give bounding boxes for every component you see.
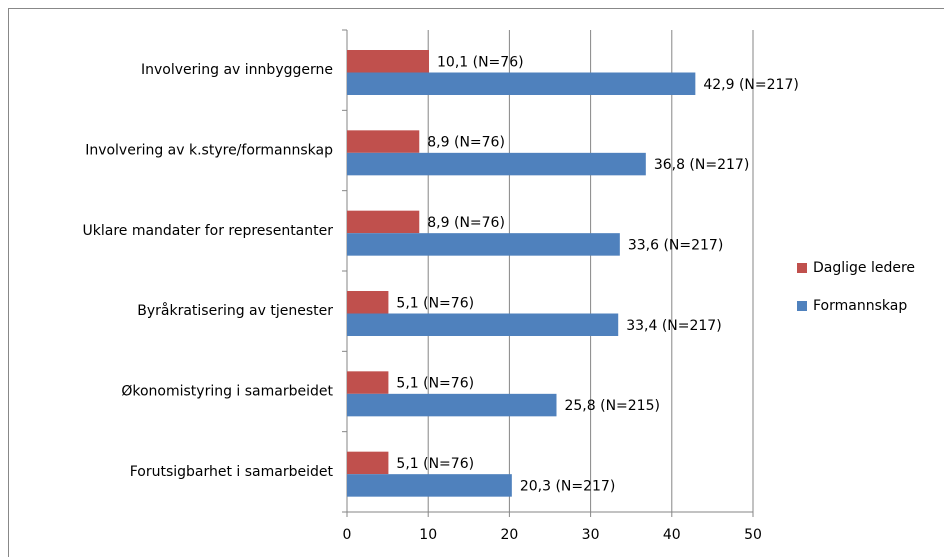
legend-label: Daglige ledere: [813, 260, 915, 276]
y-tick-label: Involvering av innbyggerne: [141, 62, 333, 78]
bar: [347, 313, 619, 336]
bar: [347, 210, 420, 234]
bar: [347, 393, 557, 417]
legend-swatch: [797, 263, 807, 273]
bar: [347, 50, 430, 73]
legend-label: Formannskap: [813, 298, 907, 314]
x-tick-label: 10: [419, 527, 437, 543]
bar: [347, 371, 389, 394]
bar: [347, 291, 389, 314]
y-tick-label: Involvering av k.styre/formannskap: [85, 143, 333, 159]
data-label: 5,1 (N=76): [396, 376, 474, 392]
x-tick-label: 50: [744, 527, 762, 543]
x-tick-label: 40: [663, 527, 681, 543]
data-label: 33,4 (N=217): [626, 318, 721, 334]
x-tick-label: 30: [582, 527, 600, 543]
data-label: 25,8 (N=215): [564, 398, 659, 414]
data-label: 10,1 (N=76): [437, 54, 524, 70]
bar: [347, 451, 389, 475]
bar: [347, 152, 646, 176]
y-tick-label: Økonomistyring i samarbeidet: [121, 384, 333, 400]
legend-swatch: [797, 301, 807, 311]
y-tick-label: Uklare mandater for representanter: [83, 223, 334, 239]
bar: [347, 233, 620, 256]
data-label: 20,3 (N=217): [520, 478, 615, 494]
data-label: 5,1 (N=76): [396, 456, 474, 472]
data-label: 42,9 (N=217): [703, 77, 798, 93]
x-tick-label: 0: [343, 527, 352, 543]
bar: [347, 474, 512, 497]
data-label: 33,6 (N=217): [628, 237, 723, 253]
data-label: 8,9 (N=76): [427, 135, 505, 151]
data-label: 36,8 (N=217): [654, 157, 749, 173]
data-label: 5,1 (N=76): [396, 295, 474, 311]
y-tick-label: Byråkratisering av tjenester: [137, 302, 333, 319]
data-label: 8,9 (N=76): [427, 215, 505, 231]
chart-frame: [8, 8, 944, 557]
x-tick-label: 20: [500, 527, 518, 543]
bar: [347, 130, 420, 153]
y-tick-label: Forutsigbarhet i samarbeidet: [130, 464, 334, 480]
bar: [347, 72, 696, 95]
